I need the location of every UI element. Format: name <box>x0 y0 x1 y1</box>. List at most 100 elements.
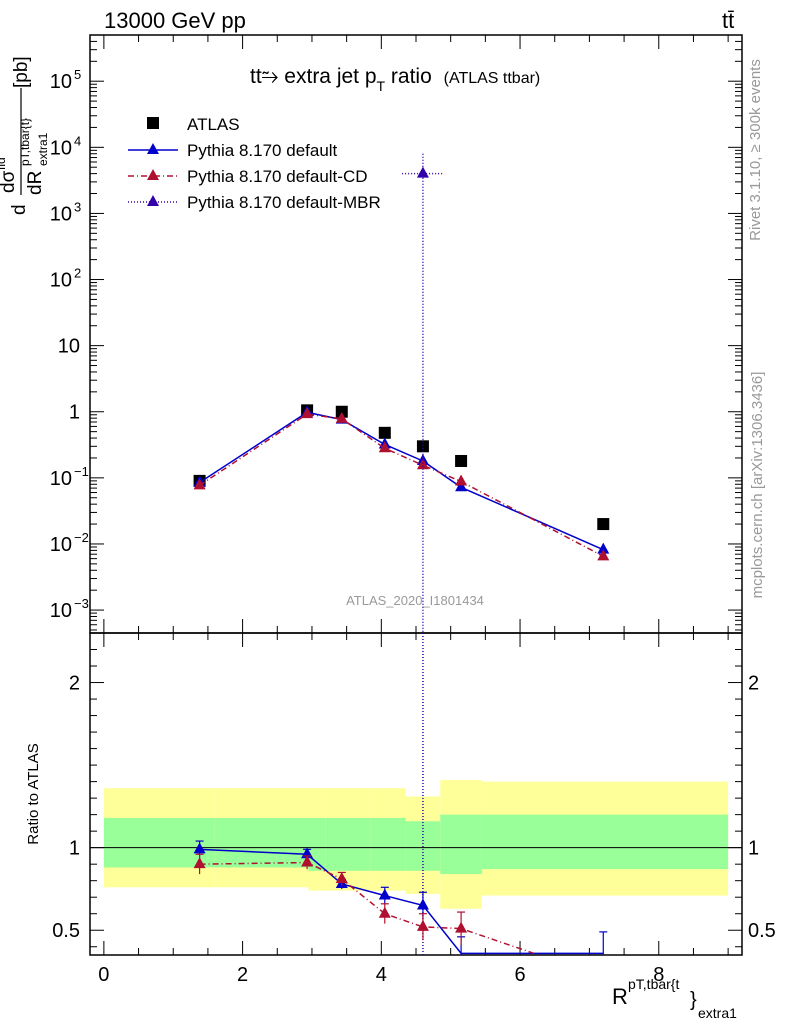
y-tick-label: 10 <box>50 71 72 93</box>
legend-label-atlas: ATLAS <box>187 115 240 134</box>
data-point-3 <box>416 166 429 178</box>
xlabel-main: R <box>612 984 628 1009</box>
data-point-2 <box>455 474 468 486</box>
data-point-0 <box>416 440 429 453</box>
ratio-point-0 <box>416 898 429 910</box>
legend-label-mbr: Pythia 8.170 default-MBR <box>187 193 381 212</box>
ratio-uncertainty-bands <box>90 779 742 909</box>
data-point-0 <box>378 426 391 439</box>
y-tick-label-exp: −1 <box>74 464 89 479</box>
data-point-2 <box>193 478 206 490</box>
y-tick-label: 10 <box>50 600 72 622</box>
y-tick-label: 1 <box>69 402 80 424</box>
y-tick-label-exp: 3 <box>74 199 81 214</box>
side-label-mcplots: mcplots.cern.ch [arXiv:1306.3436] <box>749 372 766 599</box>
x-tick-label: 2 <box>237 964 248 986</box>
ylabel-denominator-sup: pT,tbar{t} <box>18 118 32 166</box>
band-green <box>370 817 406 871</box>
data-point-0 <box>455 454 468 467</box>
beam-label: 13000 GeV pp <box>104 8 246 33</box>
band-green <box>440 814 482 875</box>
process-label: tt̄ <box>722 8 734 33</box>
data-point-1 <box>455 480 468 492</box>
ratio-axes: 0.5 0.5 1 1 2 2 0 2 4 6 8 <box>52 633 776 986</box>
main-title: tt⥲ extra jet pT ratio (ATLAS ttbar) <box>250 65 540 94</box>
x-tick-label: 6 <box>514 964 525 986</box>
y-tick-label-exp: 2 <box>74 266 81 281</box>
x-axis-label: R pT,tbar{t } extra1 <box>612 976 737 1021</box>
ylabel-unit: [pb] <box>11 56 32 88</box>
main-y-axis-label: d dσ fid dR pT,tbar{t} extra1 [pb] <box>0 56 50 215</box>
ylabel-denominator: dR <box>25 171 46 195</box>
data-point-2 <box>378 441 391 453</box>
ylabel-numerator-sup: fid <box>0 157 8 170</box>
legend-label-default: Pythia 8.170 default <box>187 141 338 160</box>
x-tick-label: 4 <box>376 964 387 986</box>
xlabel-sup: pT,tbar{t <box>628 976 679 992</box>
y-tick-label-exp: 5 <box>74 67 81 82</box>
ratio-point-1 <box>335 872 348 884</box>
ratio-point-1 <box>193 857 206 869</box>
x-tick-label: 8 <box>653 964 664 986</box>
ratio-point-1 <box>416 919 429 931</box>
band-green <box>103 817 215 868</box>
xlabel-brace: } <box>690 989 697 1011</box>
legend-label-cd: Pythia 8.170 default-CD <box>187 167 368 186</box>
title-main: tt⥲ extra jet p <box>250 65 377 88</box>
y-tick-label: 10 <box>58 336 80 358</box>
legend-marker-atlas <box>147 117 159 129</box>
ratio-point-0 <box>193 842 206 854</box>
xlabel-sub: extra1 <box>698 1005 737 1021</box>
band-green <box>308 817 326 871</box>
data-point-0 <box>335 405 348 418</box>
legend-marker-cd <box>147 169 159 180</box>
y-tick-label: 10 <box>50 137 72 159</box>
series-line-1 <box>199 411 604 551</box>
ratio-y-tick-label: 0.5 <box>52 920 80 942</box>
series-line-2 <box>199 413 604 557</box>
ratio-y-tick-label: 1 <box>69 838 80 860</box>
ratio-y-axis-label: Ratio to ATLAS <box>25 743 42 844</box>
data-point-0 <box>597 518 610 531</box>
y-tick-label: 10 <box>50 534 72 556</box>
title-subscript: T <box>377 78 386 94</box>
band-green <box>214 817 309 868</box>
data-point-2 <box>416 458 429 470</box>
y-tick-label-exp: −3 <box>74 596 89 611</box>
x-tick-label: 0 <box>98 964 109 986</box>
ratio-point-1 <box>455 921 468 933</box>
title-suffix: ratio <box>385 65 432 88</box>
y-tick-label: 10 <box>50 270 72 292</box>
data-point-1 <box>597 542 610 554</box>
ratio-point-0 <box>378 888 391 900</box>
legend-marker-default <box>147 143 159 154</box>
y-tick-label-exp: −2 <box>74 530 89 545</box>
ratio-point-1 <box>378 906 391 918</box>
title-tag: (ATLAS ttbar) <box>444 70 541 87</box>
watermark: ATLAS_2020_I1801434 <box>346 593 484 608</box>
ratio-point-1 <box>301 855 314 867</box>
data-point-2 <box>335 411 348 423</box>
legend-marker-mbr <box>147 195 159 206</box>
ratio-series <box>193 840 608 955</box>
svg-text:tt⥲ extra jet pT ratio (: tt⥲ extra jet pT ratio (ATLAS ttbar) <box>250 65 540 94</box>
data-point-2 <box>597 549 610 561</box>
y-tick-label-exp: 4 <box>74 133 81 148</box>
ratio-y-tick-label-right: 1 <box>748 838 759 860</box>
ratio-y-tick-label-right: 0.5 <box>748 920 776 942</box>
y-tick-label: 10 <box>50 203 72 225</box>
y-tick-label: 10 <box>50 468 72 490</box>
data-point-2 <box>301 407 314 419</box>
ratio-y-tick-label-right: 2 <box>748 673 759 695</box>
band-green <box>325 817 371 871</box>
ylabel-numerator: dσ <box>0 170 19 193</box>
band-green <box>481 814 729 870</box>
main-series <box>193 153 610 955</box>
legend: ATLAS Pythia 8.170 default Pythia 8.170 … <box>128 115 381 212</box>
ratio-y-tick-label: 2 <box>69 673 80 695</box>
side-label-rivet: Rivet 3.1.10, ≥ 300k events <box>747 59 764 241</box>
ylabel-prefix: d <box>9 204 30 215</box>
ylabel-denominator-sub: extra1 <box>36 132 50 166</box>
